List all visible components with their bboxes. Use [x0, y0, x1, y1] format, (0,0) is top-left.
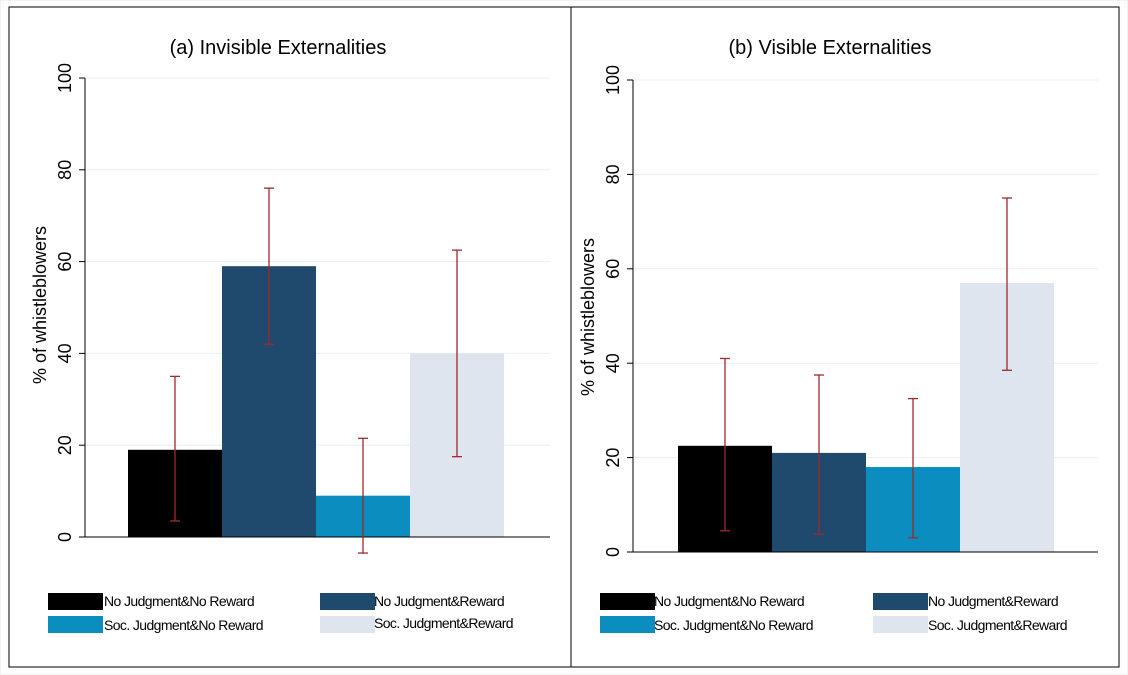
y-tick-label: 100 — [603, 65, 623, 95]
legend-label: Soc. Judgment&No Reward — [104, 617, 263, 633]
legend-label: Soc. Judgment&Reward — [374, 615, 513, 631]
legend-swatch — [48, 616, 103, 633]
legend-swatch — [320, 593, 375, 610]
y-tick-label: 40 — [55, 343, 75, 363]
legend-label: Soc. Judgment&No Reward — [654, 617, 813, 633]
y-tick-label: 40 — [603, 353, 623, 373]
plot-area: 0 20 40 60 80 100 — [603, 65, 1098, 557]
y-axis-label: % of whistleblowers — [578, 238, 598, 396]
legend-label: No Judgment&No Reward — [104, 593, 254, 609]
error-bar — [264, 187, 274, 345]
chart-title: (b) Visible Externalities — [728, 37, 931, 59]
error-bar — [170, 375, 180, 522]
y-tick-label: 0 — [55, 532, 75, 542]
error-bar — [720, 357, 730, 532]
legend-label: Soc. Judgment&Reward — [928, 617, 1067, 633]
legend-swatch — [600, 593, 655, 610]
legend: No Judgment&No Reward No Judgment&Reward S… — [600, 593, 1068, 633]
legend-label: No Judgment&No Reward — [654, 593, 804, 609]
y-tick-label: 80 — [603, 164, 623, 184]
y-axis-label: % of whistleblowers — [30, 226, 50, 384]
legend-swatch — [873, 593, 928, 610]
legend: No Judgment&No Reward No Judgment&Reward S… — [48, 593, 514, 633]
y-tick-label: 60 — [55, 252, 75, 272]
legend-swatch — [320, 616, 375, 633]
error-bar — [1002, 197, 1012, 371]
legend-swatch — [873, 616, 928, 633]
legend-label: No Judgment&Reward — [928, 593, 1058, 609]
error-bar — [358, 437, 368, 554]
error-bar — [452, 249, 462, 458]
legend-swatch — [48, 593, 103, 610]
chart-title: (a) Invisible Externalities — [170, 37, 387, 59]
error-bar — [908, 397, 918, 539]
y-tick-label: 0 — [603, 547, 623, 557]
error-bar — [814, 374, 824, 535]
plot-area: 0 20 40 60 80 100 — [55, 63, 550, 554]
y-tick-label: 80 — [55, 160, 75, 180]
panel-invisible-externalities: (a) Invisible Externalities % of whistle… — [8, 6, 572, 668]
y-tick-label: 60 — [603, 259, 623, 279]
y-tick-label: 20 — [55, 435, 75, 455]
y-tick-label: 100 — [55, 63, 75, 93]
panel-visible-externalities: (b) Visible Externalities % of whistlebl… — [570, 6, 1120, 668]
legend-swatch — [600, 616, 655, 633]
y-tick-label: 20 — [603, 448, 623, 468]
legend-label: No Judgment&Reward — [374, 593, 504, 609]
